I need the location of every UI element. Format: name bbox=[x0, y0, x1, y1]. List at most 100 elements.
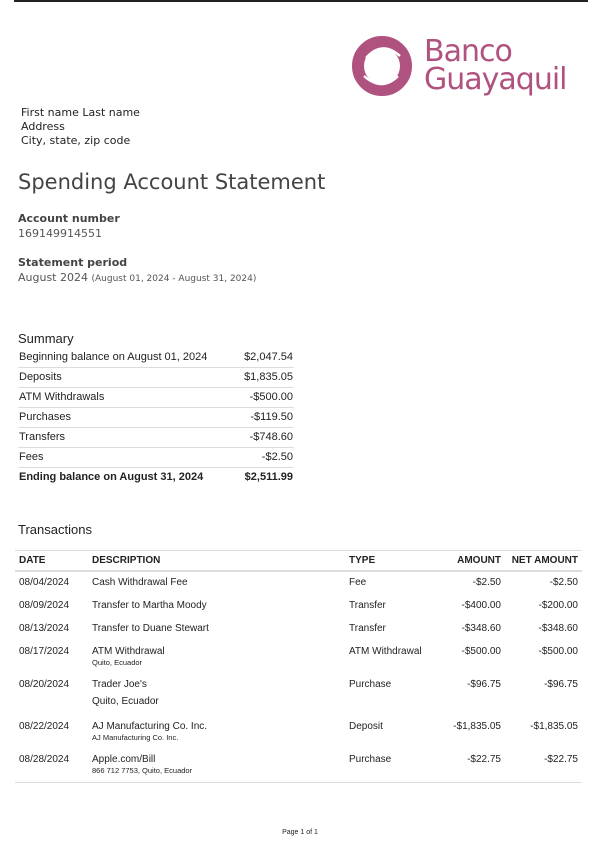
tx-date: 08/17/2024 bbox=[19, 645, 70, 657]
col-type: TYPE bbox=[345, 550, 435, 572]
tx-net-amount: -$22.75 bbox=[544, 753, 578, 765]
summary-label: ATM Withdrawals bbox=[18, 387, 236, 408]
tx-date: 08/20/2024 bbox=[19, 678, 70, 690]
summary-value: -$748.60 bbox=[235, 427, 294, 448]
tx-amount: -$500.00 bbox=[461, 645, 501, 657]
page-number: Page 1 of 1 bbox=[282, 829, 318, 836]
tx-net-amount: -$500.00 bbox=[538, 645, 578, 657]
tx-desc-main: ATM Withdrawal bbox=[92, 645, 165, 657]
customer-city: City, state, zip code bbox=[21, 134, 131, 147]
tx-amount: -$96.75 bbox=[467, 678, 501, 690]
summary-label: Beginning balance on August 01, 2024 bbox=[18, 347, 236, 368]
summary-label: Transfers bbox=[18, 427, 236, 448]
customer-street: Address bbox=[21, 120, 65, 133]
summary-row: Fees -$2.50 bbox=[18, 447, 294, 468]
tx-amount: -$348.60 bbox=[461, 622, 501, 634]
tx-description: Apple.com/Bill 866 712 7753, Quito, Ecuad… bbox=[88, 749, 345, 783]
transaction-row: 08/09/2024 Transfer to Martha Moody Tran… bbox=[15, 595, 582, 618]
tx-desc-main: Trader Joe's bbox=[92, 678, 147, 690]
period-range: (August 01, 2024 - August 31, 2024) bbox=[91, 274, 257, 284]
tx-date: 08/13/2024 bbox=[19, 622, 70, 634]
tx-description: Trader Joe's Quito, Ecuador bbox=[88, 674, 345, 716]
tx-net-amount: -$200.00 bbox=[538, 599, 578, 611]
tx-net-amount: -$2.50 bbox=[549, 576, 578, 588]
transaction-row: 08/04/2024 Cash Withdrawal Fee Fee -$2.5… bbox=[15, 571, 582, 595]
tx-description: Transfer to Martha Moody bbox=[88, 595, 345, 618]
tx-type: Deposit bbox=[349, 720, 383, 732]
statement-period-label: Statement period bbox=[18, 256, 128, 269]
tx-desc-main: Transfer to Duane Stewart bbox=[92, 622, 209, 634]
summary-value: $2,511.99 bbox=[244, 471, 293, 484]
summary-row: Transfers -$748.60 bbox=[18, 427, 294, 448]
transaction-row: 08/28/2024 Apple.com/Bill 866 712 7753, Q… bbox=[15, 749, 582, 783]
summary-row: Deposits $1,835.05 bbox=[18, 367, 294, 388]
period-month: August 2024 bbox=[18, 271, 88, 284]
tx-net-amount: -$96.75 bbox=[544, 678, 578, 690]
tx-amount: -$22.75 bbox=[467, 753, 501, 765]
account-number-value: 169149914551 bbox=[18, 227, 102, 240]
summary-label: Fees bbox=[18, 447, 236, 468]
tx-desc-main: Apple.com/Bill bbox=[92, 753, 156, 765]
tx-description: ATM Withdrawal Quito, Ecuador bbox=[88, 641, 345, 674]
tx-desc-sub: 866 712 7753, Quito, Ecuador bbox=[92, 765, 193, 775]
col-net-amount: NET AMOUNT bbox=[505, 550, 582, 572]
tx-amount: -$2.50 bbox=[472, 576, 501, 588]
col-description: DESCRIPTION bbox=[88, 550, 345, 572]
summary-value: -$2.50 bbox=[235, 447, 294, 468]
statement-period-value: August 2024 (August 01, 2024 - August 31… bbox=[18, 271, 256, 284]
tx-description: AJ Manufacturing Co. Inc. AJ Manufacturin… bbox=[88, 716, 345, 749]
transaction-row: 08/17/2024 ATM Withdrawal Quito, Ecuador … bbox=[15, 641, 582, 674]
col-amount: AMOUNT bbox=[435, 550, 505, 572]
tx-date: 08/28/2024 bbox=[19, 753, 70, 765]
summary-row: Beginning balance on August 01, 2024 $2,0… bbox=[18, 347, 294, 368]
bank-name-line2: Guayaquil bbox=[424, 62, 568, 97]
bank-logo-icon bbox=[352, 36, 412, 96]
tx-type: Transfer bbox=[349, 599, 386, 611]
tx-desc-main: Cash Withdrawal Fee bbox=[92, 576, 188, 588]
summary-title: Summary bbox=[18, 331, 74, 346]
summary-row: Ending balance on August 31, 2024 $2,511.… bbox=[18, 467, 294, 487]
tx-description: Cash Withdrawal Fee bbox=[88, 571, 345, 595]
top-rule bbox=[14, 0, 588, 2]
summary-value: -$500.00 bbox=[235, 387, 294, 408]
tx-net-amount: -$348.60 bbox=[538, 622, 578, 634]
tx-type: Purchase bbox=[349, 753, 392, 765]
summary-table: Beginning balance on August 01, 2024 $2,0… bbox=[18, 347, 294, 487]
tx-type: Transfer bbox=[349, 622, 386, 634]
summary-value: $2,047.54 bbox=[235, 347, 294, 368]
summary-row: ATM Withdrawals -$500.00 bbox=[18, 387, 294, 408]
tx-date: 08/09/2024 bbox=[19, 599, 70, 611]
summary-label: Ending balance on August 31, 2024 bbox=[19, 471, 204, 484]
tx-net-amount: -$1,835.05 bbox=[530, 720, 578, 732]
customer-name: First name Last name bbox=[21, 106, 140, 119]
tx-desc-sub: Quito, Ecuador bbox=[92, 657, 143, 667]
transactions-title: Transactions bbox=[18, 522, 92, 537]
tx-date: 08/04/2024 bbox=[19, 576, 70, 588]
tx-desc-sub: Quito, Ecuador bbox=[92, 695, 159, 707]
tx-desc-main: Transfer to Martha Moody bbox=[92, 599, 207, 611]
tx-date: 08/22/2024 bbox=[19, 720, 70, 732]
tx-description: Transfer to Duane Stewart bbox=[88, 618, 345, 641]
account-number-label: Account number bbox=[18, 212, 120, 225]
tx-desc-main: AJ Manufacturing Co. Inc. bbox=[92, 720, 208, 732]
summary-value: $1,835.05 bbox=[235, 367, 294, 388]
summary-label: Purchases bbox=[18, 407, 236, 428]
col-date: DATE bbox=[15, 550, 88, 572]
summary-row: Purchases -$119.50 bbox=[18, 407, 294, 428]
tx-amount: -$1,835.05 bbox=[453, 720, 501, 732]
transaction-row: 08/22/2024 AJ Manufacturing Co. Inc. AJ M… bbox=[15, 716, 582, 749]
transaction-row: 08/20/2024 Trader Joe's Quito, Ecuador Pu… bbox=[15, 674, 582, 716]
bank-name-line1: Banco bbox=[424, 34, 513, 69]
transactions-table: DATE DESCRIPTION TYPE AMOUNT NET AMOUNT … bbox=[15, 550, 582, 783]
tx-type: ATM Withdrawal bbox=[349, 645, 422, 657]
customer-address: First name Last name Address City, state… bbox=[21, 106, 140, 148]
tx-amount: -$400.00 bbox=[461, 599, 501, 611]
bank-logo: Banco Guayaquil bbox=[352, 34, 568, 97]
summary-label: Deposits bbox=[18, 367, 236, 388]
page-title: Spending Account Statement bbox=[18, 170, 326, 194]
summary-value: -$119.50 bbox=[235, 407, 294, 428]
transaction-row: 08/13/2024 Transfer to Duane Stewart Tra… bbox=[15, 618, 582, 641]
tx-desc-sub: AJ Manufacturing Co. Inc. bbox=[92, 732, 179, 742]
tx-type: Fee bbox=[349, 576, 367, 588]
tx-type: Purchase bbox=[349, 678, 392, 690]
